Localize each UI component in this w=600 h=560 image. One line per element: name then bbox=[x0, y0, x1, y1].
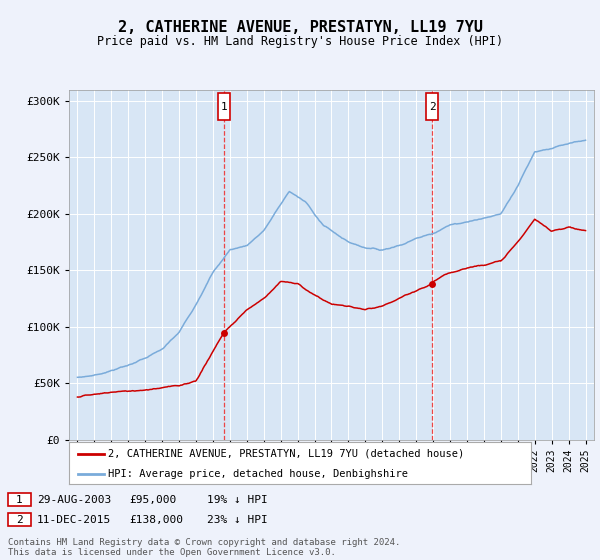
Text: £95,000: £95,000 bbox=[129, 494, 176, 505]
Text: HPI: Average price, detached house, Denbighshire: HPI: Average price, detached house, Denb… bbox=[108, 469, 408, 479]
Text: Price paid vs. HM Land Registry's House Price Index (HPI): Price paid vs. HM Land Registry's House … bbox=[97, 35, 503, 48]
Text: 2: 2 bbox=[16, 515, 23, 525]
Text: 1: 1 bbox=[221, 101, 227, 111]
FancyBboxPatch shape bbox=[426, 93, 438, 120]
Text: 23% ↓ HPI: 23% ↓ HPI bbox=[207, 515, 268, 525]
Text: £138,000: £138,000 bbox=[129, 515, 183, 525]
Text: 1: 1 bbox=[16, 494, 23, 505]
Text: 2, CATHERINE AVENUE, PRESTATYN, LL19 7YU: 2, CATHERINE AVENUE, PRESTATYN, LL19 7YU bbox=[118, 20, 482, 35]
Text: 19% ↓ HPI: 19% ↓ HPI bbox=[207, 494, 268, 505]
Text: Contains HM Land Registry data © Crown copyright and database right 2024.
This d: Contains HM Land Registry data © Crown c… bbox=[8, 538, 400, 557]
Text: 29-AUG-2003: 29-AUG-2003 bbox=[37, 494, 112, 505]
Text: 2, CATHERINE AVENUE, PRESTATYN, LL19 7YU (detached house): 2, CATHERINE AVENUE, PRESTATYN, LL19 7YU… bbox=[108, 449, 464, 459]
Text: 2: 2 bbox=[429, 101, 436, 111]
Text: 11-DEC-2015: 11-DEC-2015 bbox=[37, 515, 112, 525]
FancyBboxPatch shape bbox=[218, 93, 230, 120]
